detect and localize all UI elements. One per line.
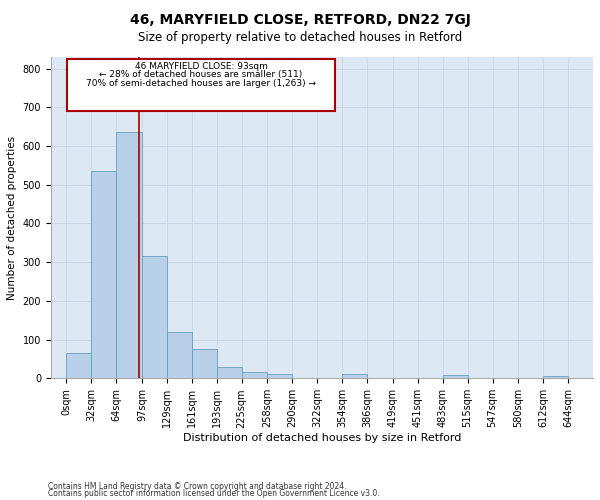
Bar [116, 132, 142, 378]
Bar [67, 353, 91, 378]
Text: 70% of semi-detached houses are larger (1,263) →: 70% of semi-detached houses are larger (… [86, 79, 316, 88]
Text: Contains HM Land Registry data © Crown copyright and database right 2024.: Contains HM Land Registry data © Crown c… [48, 482, 347, 491]
Bar [342, 374, 367, 378]
Bar [142, 256, 167, 378]
Bar [443, 375, 467, 378]
Bar [242, 372, 268, 378]
Y-axis label: Number of detached properties: Number of detached properties [7, 136, 17, 300]
X-axis label: Distribution of detached houses by size in Retford: Distribution of detached houses by size … [183, 433, 461, 443]
Bar [268, 374, 292, 378]
Bar [167, 332, 192, 378]
Text: ← 28% of detached houses are smaller (511): ← 28% of detached houses are smaller (51… [100, 70, 303, 80]
Bar [91, 171, 116, 378]
Bar [543, 376, 568, 378]
Text: 46, MARYFIELD CLOSE, RETFORD, DN22 7GJ: 46, MARYFIELD CLOSE, RETFORD, DN22 7GJ [130, 13, 470, 27]
Text: Contains public sector information licensed under the Open Government Licence v3: Contains public sector information licen… [48, 489, 380, 498]
Text: Size of property relative to detached houses in Retford: Size of property relative to detached ho… [138, 32, 462, 44]
Bar [217, 366, 242, 378]
Bar [192, 349, 217, 378]
Text: 46 MARYFIELD CLOSE: 93sqm: 46 MARYFIELD CLOSE: 93sqm [134, 62, 268, 71]
Bar [67, 59, 335, 111]
